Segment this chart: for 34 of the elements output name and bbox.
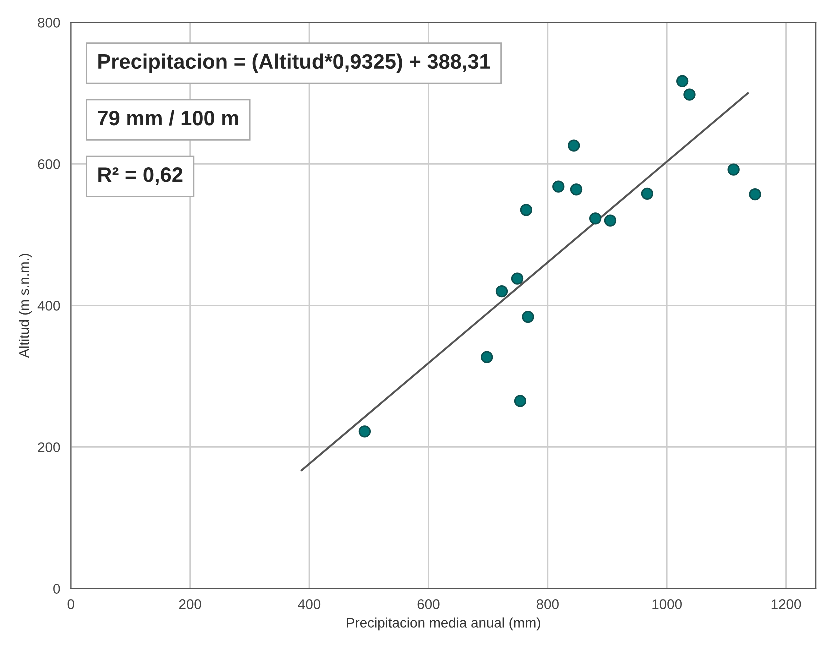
- point: [514, 395, 527, 408]
- y-tick-label: 200: [38, 442, 60, 452]
- point: [522, 310, 534, 324]
- point: [570, 184, 583, 196]
- point: [511, 272, 524, 285]
- x-tick-label: 800: [536, 600, 559, 610]
- x-tick-label: 600: [418, 600, 440, 610]
- x-tick-label: 200: [179, 600, 202, 610]
- point: [568, 140, 580, 152]
- point: [749, 188, 762, 201]
- point: [604, 214, 617, 227]
- x-axis-title: Precipitacion media anual (mm): [347, 618, 540, 631]
- point: [496, 285, 508, 298]
- annotation: 79 mm / 100 m: [98, 110, 238, 126]
- point: [728, 164, 740, 176]
- x-tick-label: 0: [68, 600, 74, 610]
- x-tick-label: 1200: [772, 600, 802, 610]
- y-tick-label: 800: [38, 18, 60, 28]
- point: [520, 204, 533, 216]
- y-tick-label: 400: [38, 301, 60, 311]
- x-tick-label: 1000: [652, 600, 682, 610]
- y-tick-label: 0: [54, 584, 60, 594]
- point: [684, 88, 696, 101]
- point: [552, 180, 565, 193]
- point: [481, 351, 494, 364]
- point: [358, 426, 372, 438]
- point: [641, 188, 654, 200]
- x-tick-label: 400: [298, 600, 321, 610]
- y-tick-label: 600: [38, 160, 60, 170]
- point: [590, 212, 602, 225]
- annotation: R² = 0,62: [98, 168, 183, 186]
- y-axis-title: Altitud (m s.n.m.): [19, 254, 32, 358]
- annotation: Precipitacion = (Altitud*0,9325) + 388,31: [98, 54, 490, 74]
- point: [676, 75, 689, 88]
